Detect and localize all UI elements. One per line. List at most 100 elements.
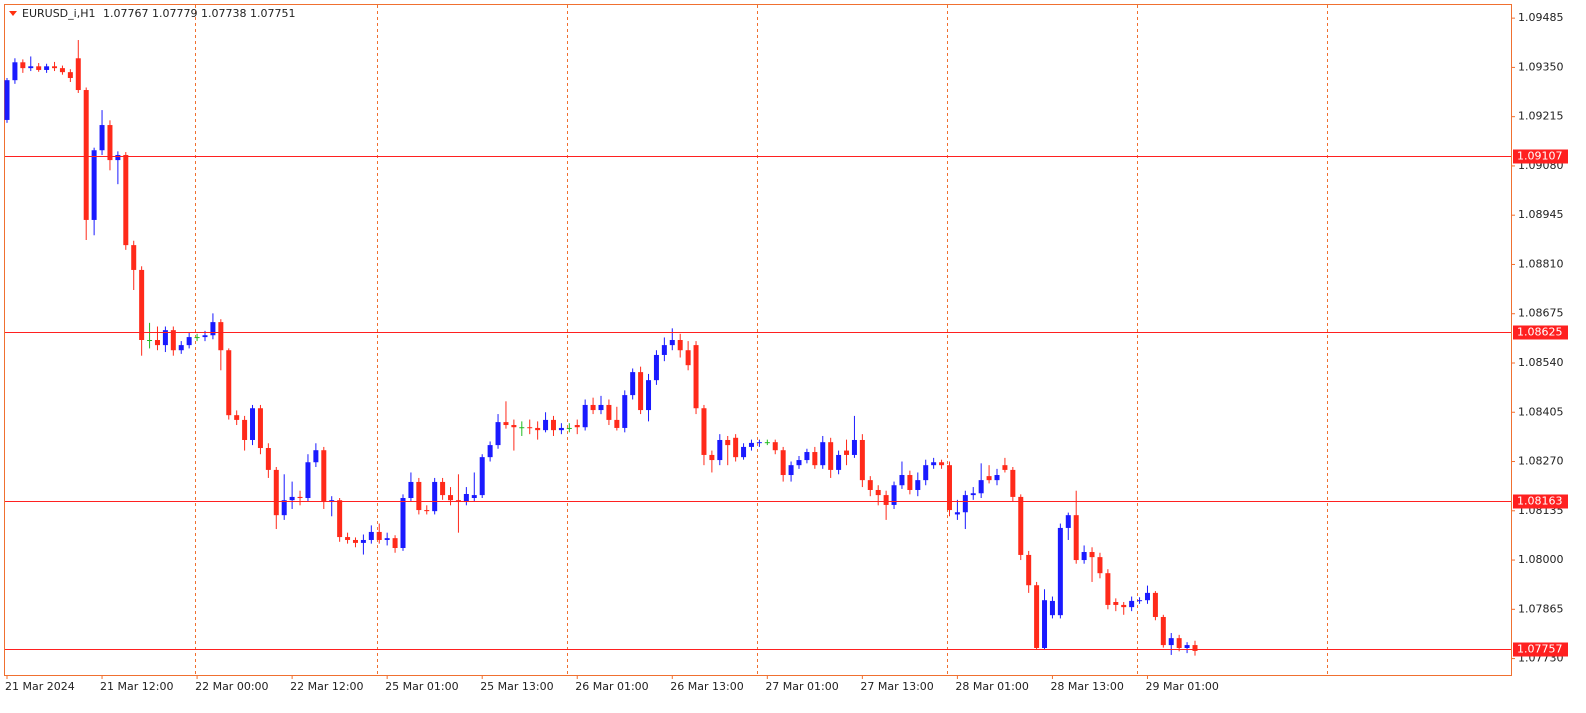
candle-body xyxy=(20,62,26,69)
candle-body xyxy=(558,427,564,431)
y-tick-label: 1.09215 xyxy=(1518,110,1564,123)
candle-body xyxy=(360,539,366,543)
candle-body xyxy=(408,481,414,499)
candle-body xyxy=(883,495,889,505)
candle-body xyxy=(289,496,295,501)
y-tick-label: 1.07865 xyxy=(1518,602,1564,615)
candle-body xyxy=(44,66,50,70)
candle-body xyxy=(1121,604,1127,608)
candle-body xyxy=(1184,645,1190,648)
candle-body xyxy=(994,475,1000,481)
y-tick-label: 1.09350 xyxy=(1518,60,1564,73)
candle-body xyxy=(210,322,216,336)
candle-body xyxy=(107,125,113,161)
candle-body xyxy=(931,462,937,466)
candle-body xyxy=(606,404,612,420)
candle-body xyxy=(804,452,810,461)
candle-body xyxy=(416,481,422,511)
y-tick-label: 1.08945 xyxy=(1518,208,1564,221)
candle-body xyxy=(788,465,794,476)
candle-body xyxy=(511,425,517,428)
candle-body xyxy=(131,245,137,270)
y-tick-label: 1.08810 xyxy=(1518,257,1564,270)
candle-body xyxy=(661,345,667,355)
x-tick-label: 21 Mar 2024 xyxy=(5,680,75,693)
candle-body xyxy=(519,427,525,429)
candle-body xyxy=(693,345,699,409)
candle-body xyxy=(234,415,240,420)
x-tick-label: 27 Mar 13:00 xyxy=(860,680,933,693)
level-label-box xyxy=(1513,149,1568,164)
symbol: EURUSD_i,H1 xyxy=(22,7,95,20)
candle-body xyxy=(400,498,406,549)
x-tick-label: 28 Mar 13:00 xyxy=(1050,680,1123,693)
candle-body xyxy=(115,154,121,161)
x-tick-label: 22 Mar 12:00 xyxy=(290,680,363,693)
candle-body xyxy=(891,485,897,505)
candle-body xyxy=(242,419,248,440)
candle-body xyxy=(162,330,168,346)
open-value: 1.07767 xyxy=(103,7,149,20)
low-value: 1.07738 xyxy=(201,7,247,20)
x-tick-label: 29 Mar 01:00 xyxy=(1145,680,1218,693)
candle-body xyxy=(598,404,604,411)
candle-body xyxy=(867,480,873,490)
y-tick-label: 1.08540 xyxy=(1518,356,1564,369)
candle-body xyxy=(376,531,382,540)
candle-body xyxy=(669,340,675,346)
candle-body xyxy=(471,495,477,499)
candle-body xyxy=(962,495,968,513)
candle-body xyxy=(859,439,865,481)
candle-body xyxy=(590,404,596,411)
candle-body xyxy=(154,340,160,346)
candle-body xyxy=(83,90,89,220)
candle-body xyxy=(614,419,620,428)
candle-body xyxy=(1192,645,1198,651)
candle-body xyxy=(392,538,398,549)
candle-body xyxy=(733,437,739,458)
candle-body xyxy=(535,427,541,431)
candle-body xyxy=(1018,496,1024,555)
candle-body xyxy=(147,340,153,341)
level-label: 1.08163 xyxy=(1517,495,1563,508)
candle-body xyxy=(741,446,747,458)
candle-body xyxy=(123,154,129,246)
candle-body xyxy=(638,372,644,411)
candle-body xyxy=(836,454,842,470)
y-tick-label: 1.08405 xyxy=(1518,405,1564,418)
candle-body xyxy=(305,462,311,499)
candle-body xyxy=(812,452,818,466)
candle-body xyxy=(1168,638,1174,646)
candle-body xyxy=(313,450,319,463)
day-separators xyxy=(195,5,1328,675)
level-label: 1.08625 xyxy=(1517,326,1563,339)
x-tick-label: 26 Mar 01:00 xyxy=(575,680,648,693)
candle-body xyxy=(59,68,65,73)
candle-body xyxy=(36,66,42,70)
x-tick-label: 22 Mar 00:00 xyxy=(195,680,268,693)
candle-body xyxy=(368,531,374,540)
candle-body xyxy=(1089,552,1095,558)
candle-body xyxy=(1010,469,1016,497)
candle-body xyxy=(875,489,881,496)
candle-body xyxy=(939,462,945,466)
candle-body xyxy=(646,380,652,411)
x-tick-label: 26 Mar 13:00 xyxy=(670,680,743,693)
candle-body xyxy=(257,408,263,449)
high-value: 1.07779 xyxy=(152,7,198,20)
candle-body xyxy=(67,72,73,78)
candle-body xyxy=(780,450,786,476)
candle-body xyxy=(265,448,271,470)
candle-body xyxy=(194,337,200,339)
candle-body xyxy=(448,495,454,501)
candle-body xyxy=(709,454,715,461)
candle-body xyxy=(915,480,921,490)
level-label: 1.09107 xyxy=(1517,150,1563,163)
x-tick-label: 25 Mar 01:00 xyxy=(385,680,458,693)
candle-body xyxy=(202,335,208,338)
menu-triangle[interactable] xyxy=(9,11,17,16)
candle-body xyxy=(178,345,184,351)
candle-body xyxy=(352,539,358,543)
candle-body xyxy=(1160,616,1166,646)
candle-body xyxy=(321,450,327,503)
